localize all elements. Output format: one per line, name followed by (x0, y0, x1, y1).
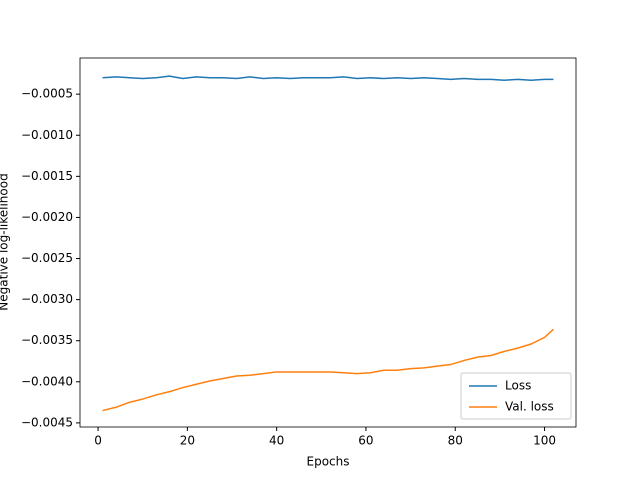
line-series (102, 328, 554, 412)
x-tick-label: 60 (358, 434, 373, 448)
y-tick-label: −0.0035 (21, 333, 73, 347)
legend-label: Loss (505, 379, 531, 393)
plot-frame (79, 57, 577, 428)
y-tick-label: −0.0020 (21, 210, 73, 224)
x-tick-label: 0 (94, 434, 102, 448)
y-tick-label: −0.0045 (21, 415, 73, 429)
y-tick-label: −0.0010 (21, 128, 73, 142)
y-tick-label: −0.0025 (21, 251, 73, 265)
x-tick-label: 100 (533, 434, 556, 448)
x-tick-label: 40 (269, 434, 284, 448)
x-tick-label: 20 (180, 434, 195, 448)
y-axis-label: Negative log-likelihood (0, 173, 11, 310)
y-tick-label: −0.0040 (21, 374, 73, 388)
legend-label: Val. loss (505, 400, 554, 414)
y-tick-label: −0.0015 (21, 169, 73, 183)
y-tick-label: −0.0005 (21, 87, 73, 101)
x-axis-label: Epochs (307, 455, 350, 469)
line-series (102, 75, 554, 81)
x-tick-label: 80 (448, 434, 463, 448)
y-tick-label: −0.0030 (21, 292, 73, 306)
